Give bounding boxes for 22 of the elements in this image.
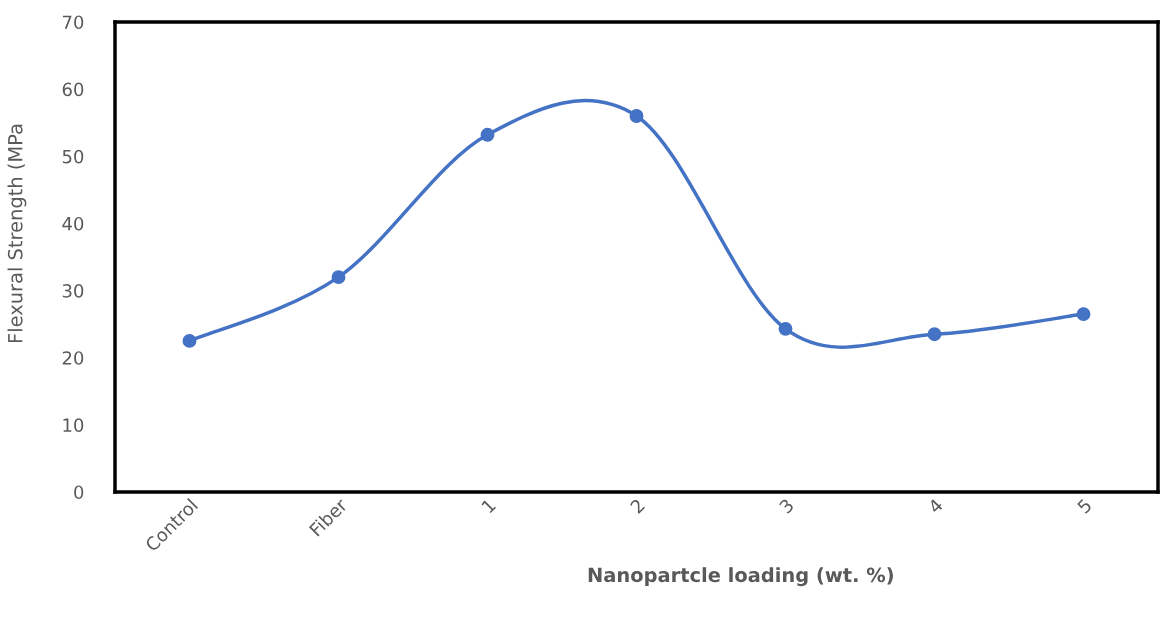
point [480,127,495,142]
x-tick-label: 2 [629,498,645,514]
x-tick-label: 3 [778,498,795,514]
y-tick-label: 50 [62,149,84,164]
x-axis-title: Nanopartcle loading (wt. %) [588,567,893,587]
y-tick-label: 20 [62,351,84,365]
y-tick-label: 70 [62,15,84,30]
point [927,327,942,342]
y-axis-title: Flexural Strength (MPa [7,124,27,343]
y-tick-label: 30 [62,284,84,298]
point [629,109,644,123]
x-tick-label: 1 [481,498,497,514]
point [331,270,346,285]
y-tick-label: 0 [74,485,84,500]
x-tick-label: 4 [927,497,944,515]
y-tick-label: 60 [62,82,84,97]
x-tick-label: 5 [1076,498,1093,514]
y-tick-label: 10 [63,418,84,432]
point [182,333,197,348]
point [1076,307,1091,322]
point [778,321,793,336]
y-tick-label: 40 [62,216,84,231]
